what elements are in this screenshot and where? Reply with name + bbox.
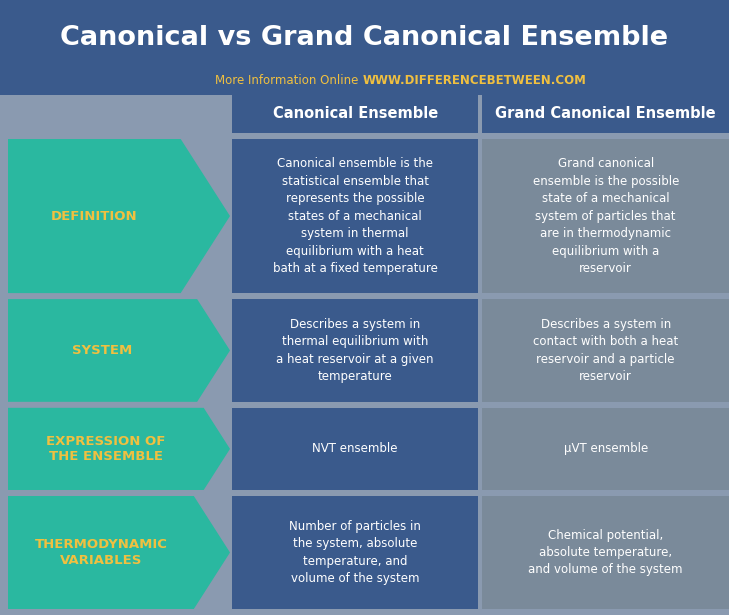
- Polygon shape: [8, 496, 230, 609]
- Text: μVT ensemble: μVT ensemble: [564, 442, 648, 456]
- Text: Chemical potential,
absolute temperature,
and volume of the system: Chemical potential, absolute temperature…: [529, 528, 683, 576]
- Text: Describes a system in
thermal equilibrium with
a heat reservoir at a given
tempe: Describes a system in thermal equilibriu…: [276, 318, 434, 383]
- Text: Number of particles in
the system, absolute
temperature, and
volume of the syste: Number of particles in the system, absol…: [289, 520, 421, 585]
- Text: More Information Online: More Information Online: [215, 74, 362, 87]
- Text: Canonical Ensemble: Canonical Ensemble: [273, 106, 438, 122]
- Text: DEFINITION: DEFINITION: [51, 210, 138, 223]
- Bar: [483, 299, 729, 402]
- Bar: [232, 408, 478, 490]
- Bar: [483, 95, 729, 133]
- Text: Describes a system in
contact with both a heat
reservoir and a particle
reservoi: Describes a system in contact with both …: [533, 318, 679, 383]
- Bar: [232, 496, 478, 609]
- Text: Grand canonical
ensemble is the possible
state of a mechanical
system of particl: Grand canonical ensemble is the possible…: [533, 157, 679, 275]
- Text: Grand Canonical Ensemble: Grand Canonical Ensemble: [496, 106, 716, 122]
- Bar: [483, 408, 729, 490]
- Bar: [0, 0, 729, 95]
- Bar: [483, 496, 729, 609]
- Polygon shape: [8, 299, 230, 402]
- Polygon shape: [8, 139, 230, 293]
- Text: EXPRESSION OF
THE ENSEMBLE: EXPRESSION OF THE ENSEMBLE: [46, 435, 165, 463]
- Text: Canonical ensemble is the
statistical ensemble that
represents the possible
stat: Canonical ensemble is the statistical en…: [273, 157, 437, 275]
- Text: SYSTEM: SYSTEM: [72, 344, 133, 357]
- Text: THERMODYNAMIC
VARIABLES: THERMODYNAMIC VARIABLES: [34, 539, 168, 566]
- Polygon shape: [8, 408, 230, 490]
- Bar: [232, 95, 478, 133]
- Text: NVT ensemble: NVT ensemble: [313, 442, 398, 456]
- Bar: [483, 139, 729, 293]
- Bar: [232, 139, 478, 293]
- Text: WWW.DIFFERENCEBETWEEN.COM: WWW.DIFFERENCEBETWEEN.COM: [362, 74, 586, 87]
- Bar: [232, 299, 478, 402]
- Text: Canonical vs Grand Canonical Ensemble: Canonical vs Grand Canonical Ensemble: [61, 25, 668, 51]
